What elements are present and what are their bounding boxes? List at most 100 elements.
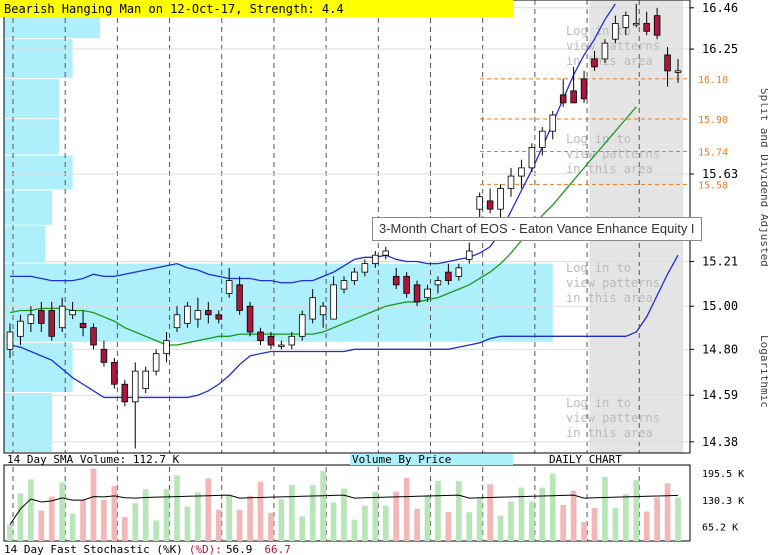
volume-bar-20 (215, 509, 222, 541)
candle-body-16 (173, 314, 181, 329)
volume-bar-4 (48, 496, 55, 541)
volume-bar-8 (90, 468, 97, 541)
watermark-1-0: Log in to (566, 132, 631, 146)
candle-body-27 (288, 335, 296, 346)
volume-bar-10 (111, 485, 118, 541)
volume-bar-9 (101, 499, 107, 541)
candle-body-1 (17, 320, 24, 337)
volume-bar-34 (362, 505, 368, 541)
candle-body-36 (382, 250, 390, 256)
stochastic-k-value: 56.9 (226, 543, 253, 555)
candle-body-24 (257, 331, 264, 342)
volume-bar-2 (28, 479, 34, 541)
candle-body-38 (403, 275, 410, 294)
volume-bar-24 (257, 481, 264, 541)
candle-body-32 (340, 280, 348, 290)
candle-body-40 (424, 288, 431, 299)
candle-body-51 (539, 130, 546, 148)
candle-body-3 (38, 310, 45, 324)
vbp-bar-7 (4, 263, 553, 342)
volume-bar-14 (153, 520, 159, 541)
volume-bar-30 (320, 471, 326, 541)
stochastic-label: 14 Day Fast Stochastic (%K) (%D): 56.9 66.7 (4, 543, 291, 555)
candle-body-47 (497, 188, 504, 210)
candle-body-2 (27, 314, 35, 324)
volume-bar-42 (445, 512, 452, 541)
level-label-1: 15.90 (698, 115, 728, 126)
candle-body-23 (246, 305, 254, 333)
volume-bar-6 (69, 513, 76, 541)
candle-body-11 (121, 383, 129, 403)
stochastic-prefix: 14 Day Fast Stochastic (%K) (4, 543, 183, 555)
candle-body-34 (361, 263, 369, 273)
watermark-3-0: Log in to (566, 396, 631, 410)
watermark-3-2: in this area (566, 426, 653, 440)
volume-bar-16 (174, 475, 180, 541)
volume-by-price-label: Volume By Price (352, 453, 451, 466)
volume-bar-15 (163, 489, 170, 541)
y-tick-label-1: 16.25 (702, 42, 738, 56)
volume-bar-41 (435, 480, 441, 541)
volume-bar-44 (466, 512, 473, 541)
candle-body-4 (48, 310, 56, 337)
y-tick-label-0: 16.46 (702, 1, 738, 15)
candle-body-7 (79, 322, 87, 329)
volume-bar-64 (675, 497, 681, 541)
candle-body-20 (215, 314, 223, 320)
candles-layer (6, 3, 682, 449)
candle-body-45 (476, 196, 483, 210)
volume-bar-7 (80, 499, 86, 541)
volume-bar-22 (236, 509, 243, 541)
watermark-2-2: in this area (566, 291, 653, 305)
candle-body-64 (674, 70, 682, 73)
candle-body-42 (445, 271, 452, 281)
volume-bar-62 (654, 497, 660, 541)
volume-layer (7, 468, 681, 541)
chart-tooltip: 3-Month Chart of EOS - Eaton Vance Enhan… (372, 217, 702, 241)
vbp-bar-9 (4, 393, 53, 452)
bollinger-lower-line (9, 254, 679, 399)
volume-bar-37 (393, 491, 400, 541)
volume-bar-25 (268, 513, 274, 541)
candle-body-50 (528, 147, 536, 169)
candle-body-26 (278, 344, 285, 347)
volume-bar-56 (591, 508, 598, 541)
vbp-bar-2 (4, 78, 59, 119)
volume-bar-57 (602, 476, 608, 541)
candle-body-60 (632, 23, 640, 26)
volume-bar-12 (132, 503, 139, 541)
volume-bar-18 (195, 492, 201, 541)
volume-bar-23 (247, 495, 253, 541)
candle-body-43 (455, 267, 463, 277)
candle-body-48 (507, 175, 515, 189)
y-tick-label-3: 15.21 (702, 255, 738, 269)
volume-bar-19 (205, 478, 212, 541)
volume-tick-label-0: 195.5 K (702, 469, 744, 480)
volume-bar-27 (288, 485, 295, 541)
volume-bar-28 (299, 516, 306, 541)
volume-bar-0 (7, 524, 13, 541)
candle-body-22 (236, 284, 243, 311)
candle-body-55 (580, 78, 588, 100)
candle-body-5 (58, 305, 66, 329)
volume-tick-label-1: 130.3 K (702, 496, 744, 507)
volume-bar-58 (612, 508, 619, 541)
watermark-1-2: in this area (566, 162, 653, 176)
y-tick-label-5: 14.80 (702, 342, 738, 356)
candle-body-13 (142, 370, 149, 390)
volume-tick-label-2: 65.2 K (702, 523, 738, 534)
candle-body-59 (622, 15, 630, 28)
candle-body-52 (549, 114, 557, 132)
candle-body-44 (465, 250, 473, 260)
volume-bar-11 (121, 517, 128, 541)
candle-body-19 (205, 310, 212, 316)
right-axis-scale: Logarithmic (758, 335, 768, 408)
volume-sma-line (9, 494, 679, 525)
volume-bar-50 (529, 501, 535, 541)
right-axis-title: Split and Dividend Adjusted (758, 88, 768, 267)
volume-bar-49 (518, 487, 525, 541)
watermark-0-1: view patterns (566, 39, 660, 53)
candle-body-39 (413, 284, 421, 303)
bollinger-upper-line (10, 3, 616, 284)
candle-body-29 (309, 297, 316, 320)
